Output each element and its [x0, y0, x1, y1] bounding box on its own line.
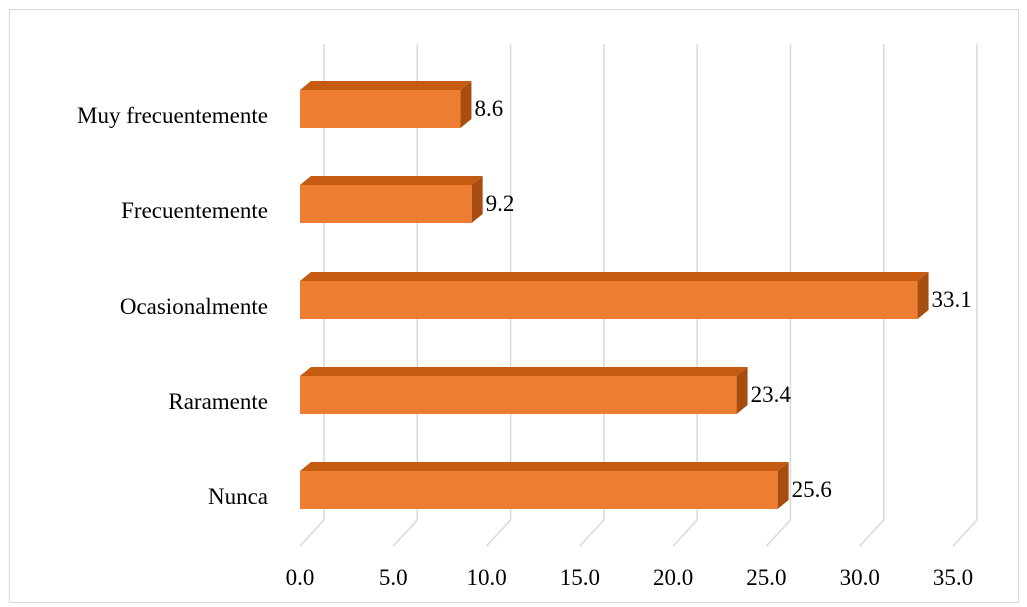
gridline-floor — [952, 519, 978, 547]
x-tick-label: 0.0 — [286, 565, 315, 590]
bar-front-face — [300, 376, 737, 414]
category-label: Frecuentemente — [121, 198, 268, 223]
category-label: Nunca — [208, 484, 268, 509]
gridline-floor — [765, 519, 791, 547]
bar-front-face — [300, 281, 918, 319]
x-tick-label: 15.0 — [560, 565, 600, 590]
bar-front-face — [300, 90, 461, 128]
bar-top-face — [300, 176, 483, 185]
x-tick-label: 20.0 — [653, 565, 693, 590]
gridline-floor — [672, 519, 698, 547]
x-tick-label: 35.0 — [933, 565, 973, 590]
value-label: 8.6 — [474, 96, 503, 121]
bar-front-face — [300, 185, 472, 223]
value-labels: 8.6 9.2 33.1 23.4 25.6 — [474, 96, 971, 502]
category-label: Ocasionalmente — [120, 294, 268, 319]
bar-top-face — [300, 367, 748, 376]
bar — [300, 81, 472, 128]
bar-side-face — [917, 272, 929, 319]
bar-side-face — [777, 462, 789, 509]
gridline-floor — [579, 519, 605, 547]
bar — [300, 462, 789, 509]
x-axis-tick-labels: 0.0 5.0 10.0 15.0 20.0 25.0 30.0 35.0 — [286, 565, 974, 590]
bar — [300, 176, 483, 223]
value-label: 33.1 — [932, 287, 972, 312]
gridline-floor — [392, 519, 418, 547]
category-label: Muy frecuentemente — [77, 103, 268, 128]
bar — [300, 367, 748, 414]
bars — [300, 81, 929, 509]
category-labels: Muy frecuentemente Frecuentemente Ocasiona… — [77, 103, 268, 509]
bar-side-face — [460, 81, 472, 128]
bar-top-face — [300, 81, 472, 90]
x-tick-label: 10.0 — [466, 565, 506, 590]
gridline-floor — [859, 519, 885, 547]
bar-side-face — [736, 367, 748, 414]
gridline-floor — [486, 519, 512, 547]
bar-top-face — [300, 272, 929, 281]
x-tick-label: 25.0 — [746, 565, 786, 590]
bar-side-face — [471, 176, 483, 223]
category-label: Raramente — [168, 389, 268, 414]
value-label: 23.4 — [751, 382, 792, 407]
bar — [300, 272, 929, 319]
bar-top-face — [300, 462, 789, 471]
x-tick-label: 5.0 — [379, 565, 408, 590]
value-label: 25.6 — [792, 477, 832, 502]
bar-front-face — [300, 471, 778, 509]
value-label: 9.2 — [486, 191, 515, 216]
gridline-floor — [299, 519, 325, 547]
x-tick-label: 30.0 — [840, 565, 880, 590]
